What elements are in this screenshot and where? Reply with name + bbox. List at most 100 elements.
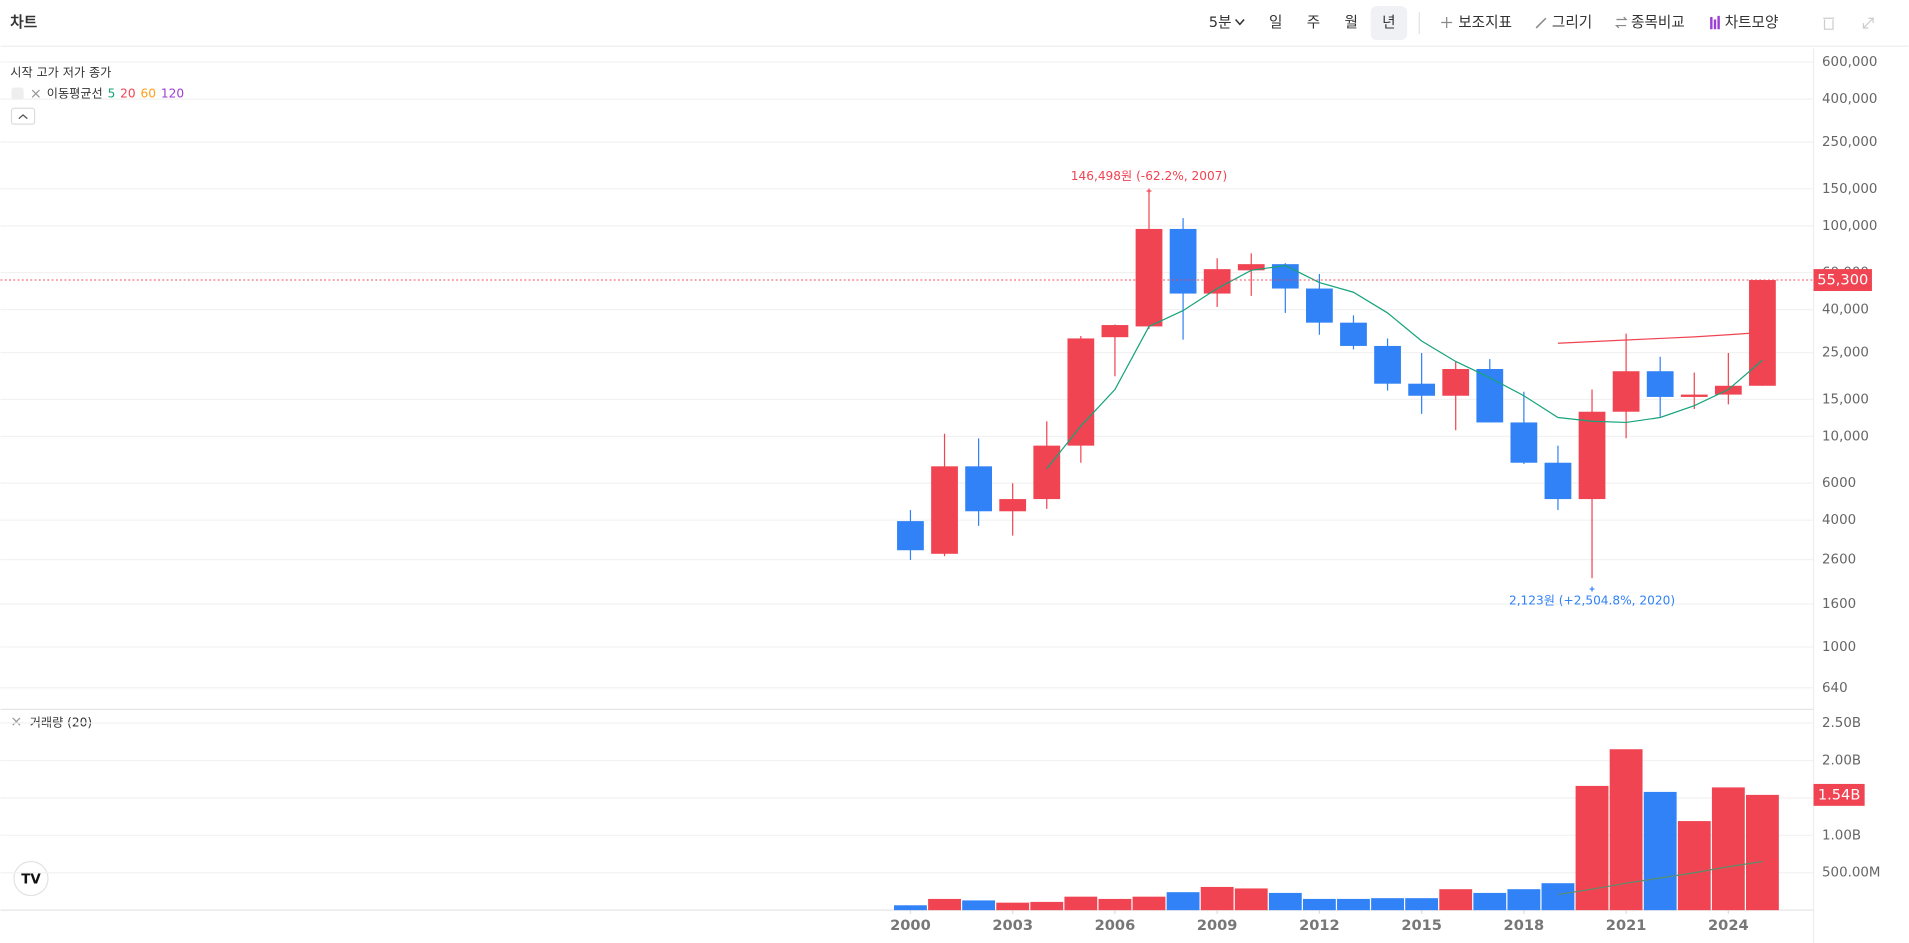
y-tick-label: 1600 <box>1822 597 1856 612</box>
volume-bar <box>1268 892 1302 911</box>
candle-body <box>1680 394 1708 397</box>
ma-legend-item: 120 <box>161 86 184 100</box>
volume-bar <box>1643 791 1677 911</box>
ma-legend-item: 60 <box>141 86 156 100</box>
ma-legend-item: 5 <box>108 86 116 100</box>
volume-bar <box>1064 896 1098 911</box>
ohlc-legend: 시작 고가 저가 종가 <box>10 66 111 80</box>
toolbar-title: 차트 <box>10 14 37 31</box>
volume-bar <box>1609 749 1643 911</box>
volume-bar <box>928 898 961 911</box>
y-tick-label: 400,000 <box>1822 92 1877 107</box>
y-tick-label: 15,000 <box>1822 392 1869 407</box>
candle-body <box>1578 411 1606 500</box>
annotation: 2,123원 (+2,504.8%, 2020) <box>1509 594 1675 608</box>
volume-bar <box>1098 898 1132 911</box>
volume-bar <box>1439 889 1473 911</box>
x-tick-label: 2009 <box>1197 917 1238 934</box>
collapse-icon[interactable] <box>1862 17 1874 29</box>
tv-logo[interactable] <box>13 860 49 897</box>
ma-line <box>1557 860 1763 896</box>
x-tick-label: 2006 <box>1095 917 1136 934</box>
tool[interactable]: 종목비교 <box>1631 14 1685 31</box>
eye-icon[interactable] <box>11 87 24 100</box>
y-tick-label: 100,000 <box>1822 219 1877 234</box>
tool[interactable]: 그리기 <box>1552 14 1592 31</box>
candle-body <box>1135 228 1163 327</box>
candle-body <box>1374 345 1401 384</box>
candle-body <box>1169 228 1197 294</box>
interval-select[interactable]: 5분 <box>1209 14 1232 31</box>
collapse-button[interactable] <box>10 107 36 125</box>
trash-icon[interactable] <box>1823 17 1835 30</box>
last-price-box <box>1813 269 1872 291</box>
x-tick-label: 2012 <box>1299 917 1340 934</box>
y-tick-label: 10,000 <box>1822 429 1869 444</box>
candle-body <box>1271 264 1299 289</box>
candle-body <box>1510 422 1538 463</box>
volume-bar <box>1371 898 1404 911</box>
y-tick-label: 250,000 <box>1822 135 1877 150</box>
y-tick-label: 640 <box>1822 681 1848 696</box>
tv-logo-text: TV <box>21 873 41 888</box>
ma-legend-item: 20 <box>120 86 135 100</box>
candle-body <box>1101 325 1129 338</box>
x-tick-label: 2015 <box>1401 917 1442 934</box>
candle-body <box>1544 462 1572 500</box>
candle-body <box>999 499 1027 512</box>
candle-body <box>1442 369 1470 396</box>
active-period-bg <box>1370 6 1408 41</box>
annotation-marker <box>1146 188 1152 194</box>
candle-body <box>1340 322 1367 346</box>
close-icon[interactable] <box>12 717 21 726</box>
volume-bar <box>1541 883 1575 911</box>
tool[interactable]: 차트모양 <box>1725 14 1779 31</box>
close-icon[interactable] <box>31 89 40 98</box>
last-volume-box <box>1813 783 1865 806</box>
annotation: 146,498원 (-62.2%, 2007) <box>1071 169 1227 183</box>
period[interactable]: 주 <box>1307 14 1320 31</box>
ma-legend-title: 이동평균선 <box>47 86 103 100</box>
last-volume-label: 1.54B <box>1818 786 1861 803</box>
y-tick-label: 1000 <box>1822 640 1856 655</box>
y-tick-label: 150,000 <box>1822 182 1877 197</box>
draw-icon <box>1535 17 1547 29</box>
tool[interactable]: 보조지표 <box>1458 14 1512 31</box>
plus-icon <box>1441 17 1453 28</box>
annotation-marker <box>1589 586 1595 592</box>
x-tick-label: 2024 <box>1708 917 1749 934</box>
ma-legend: 이동평균선 5 20 60 120 <box>47 86 184 100</box>
y-tick-label: 25,000 <box>1822 346 1869 361</box>
candle-body <box>1237 264 1265 271</box>
volume-bar <box>1677 821 1711 911</box>
candle-body <box>1033 445 1061 500</box>
y-tick-label: 40,000 <box>1822 303 1869 318</box>
volume-bar <box>996 902 1030 911</box>
y-tick-label: 1.00B <box>1822 828 1861 843</box>
candle-body <box>897 521 924 551</box>
candle-body <box>1646 371 1674 397</box>
y-tick-label: 500.00M <box>1822 866 1880 881</box>
y-tick-label: 600,000 <box>1822 55 1877 70</box>
volume-bar <box>1200 886 1234 911</box>
volume-bar <box>1234 888 1268 911</box>
candle-body <box>1306 288 1333 323</box>
period[interactable]: 년 <box>1382 14 1395 31</box>
volume-legend: 거래량 (20) <box>30 715 92 729</box>
candle-body <box>1067 338 1095 446</box>
candle-body <box>1408 383 1436 396</box>
x-tick-label: 2003 <box>992 917 1033 934</box>
volume-bar <box>1473 892 1507 911</box>
candle-body <box>931 466 958 554</box>
period[interactable]: 일 <box>1269 14 1282 31</box>
candle-body <box>965 466 992 512</box>
period[interactable]: 월 <box>1344 14 1357 31</box>
volume-bar <box>1030 901 1064 911</box>
candle-body <box>1476 369 1504 423</box>
volume-bar <box>1302 898 1336 911</box>
candle-body <box>1203 269 1231 294</box>
volume-bar <box>1745 794 1779 911</box>
volume-bar <box>962 900 996 911</box>
ma-line <box>1046 264 1763 470</box>
